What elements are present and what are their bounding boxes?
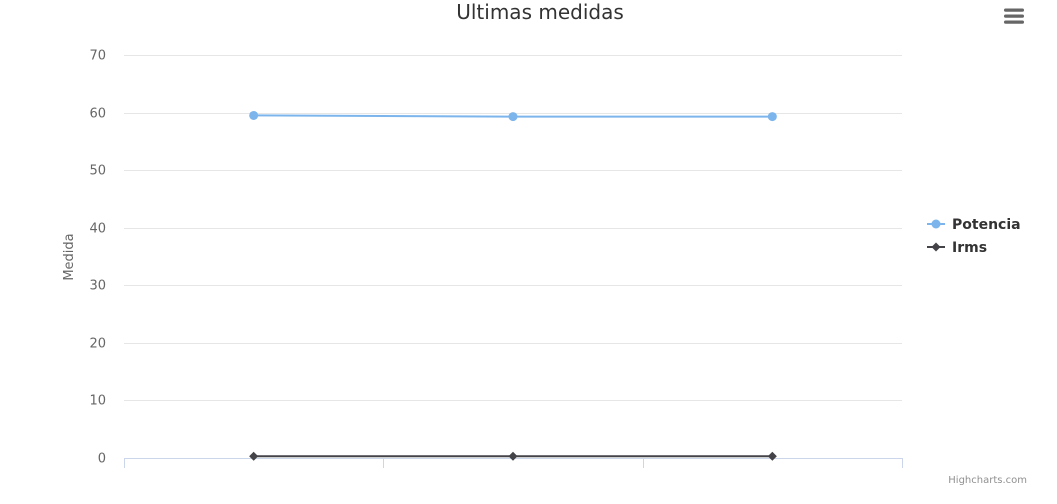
- y-tick-label: 60: [89, 107, 106, 122]
- y-tick-label: 20: [89, 337, 106, 352]
- menu-bar: [1004, 14, 1024, 18]
- y-tick-label: 0: [98, 452, 106, 467]
- series-irms: [249, 451, 777, 461]
- y-tick-label: 70: [89, 49, 106, 64]
- hamburger-menu-icon: [1004, 8, 1024, 24]
- menu-bar: [1004, 8, 1024, 12]
- legend[interactable]: Potencia Irms: [927, 217, 1021, 256]
- y-axis-title: Medida: [62, 233, 77, 280]
- chart-title: Ultimas medidas: [456, 0, 624, 24]
- legend-item-irms[interactable]: Irms: [927, 240, 987, 256]
- legend-symbol-marker: [931, 219, 941, 229]
- menu-bar: [1004, 20, 1024, 24]
- data-point: [249, 451, 259, 461]
- data-point: [508, 112, 518, 122]
- y-tick-label: 40: [89, 222, 106, 237]
- series-potencia: [249, 110, 777, 122]
- data-point: [767, 112, 777, 122]
- plot-series: [249, 110, 777, 461]
- y-tick-label: 10: [89, 394, 106, 409]
- y-tick-labels: 0 10 20 30 40 50 60 70: [89, 49, 106, 467]
- grid-lines: [124, 55, 902, 401]
- data-point: [249, 110, 259, 120]
- data-point: [767, 451, 777, 461]
- legend-symbol-marker: [931, 242, 941, 252]
- y-tick-label: 50: [89, 164, 106, 179]
- y-tick-label: 30: [89, 279, 106, 294]
- chart-menu-button[interactable]: [1001, 5, 1027, 29]
- data-point: [508, 451, 518, 461]
- legend-label: Irms: [952, 240, 987, 256]
- legend-label: Potencia: [952, 217, 1021, 233]
- credits-link[interactable]: Highcharts.com: [948, 475, 1027, 486]
- legend-item-potencia[interactable]: Potencia: [927, 217, 1021, 233]
